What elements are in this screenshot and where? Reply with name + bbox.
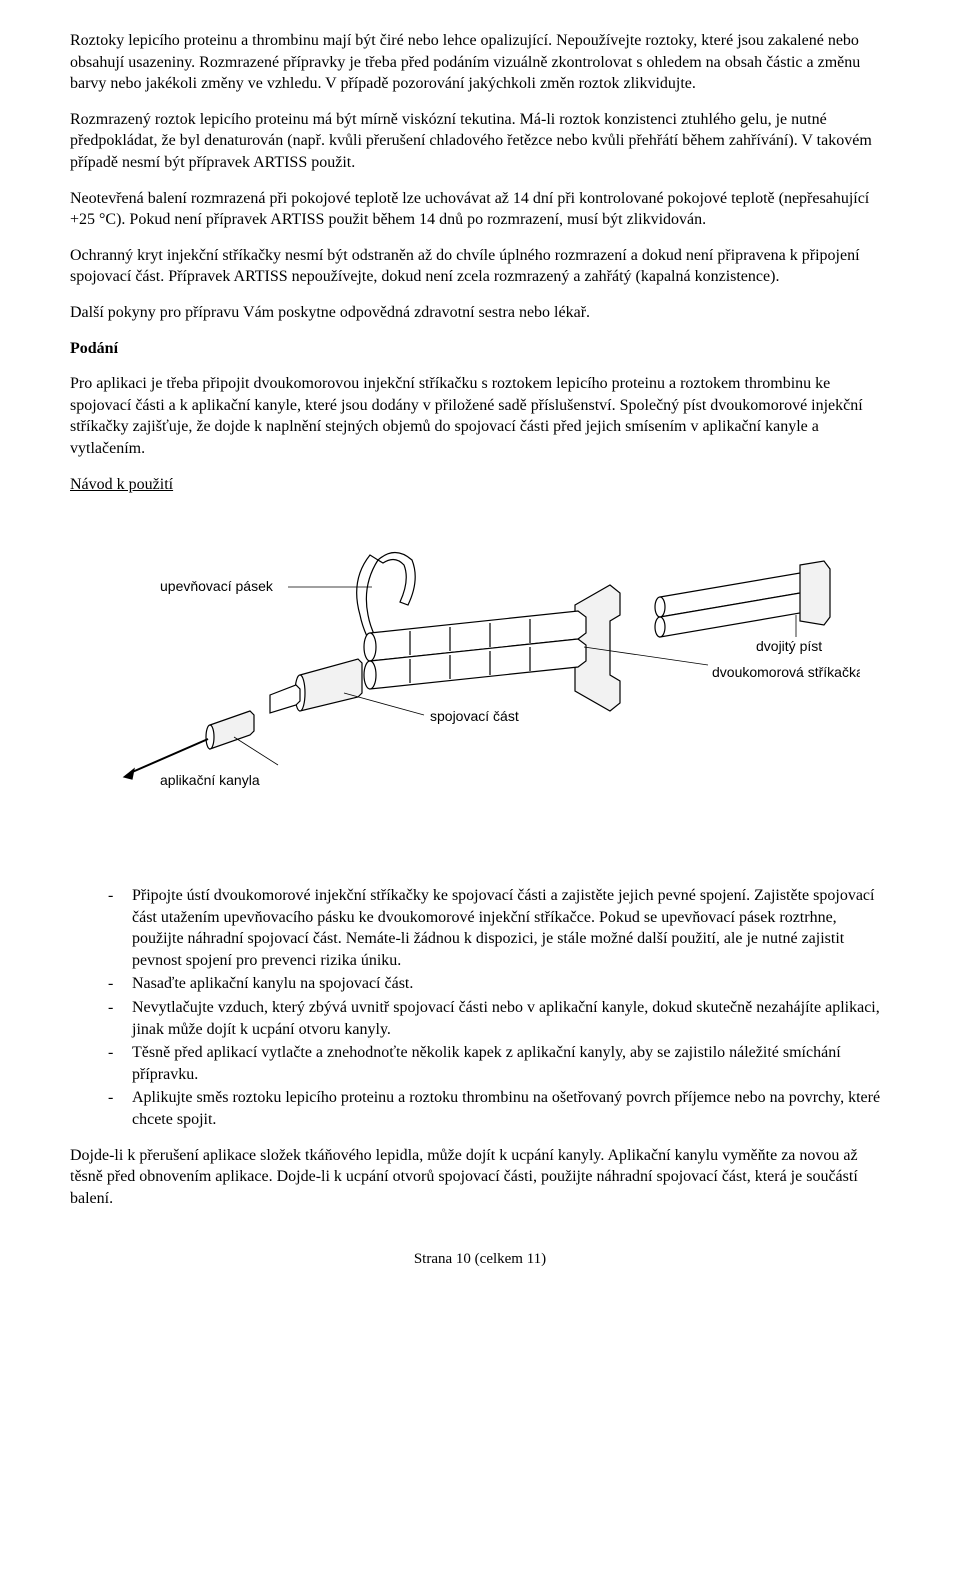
instructions-list: Připojte ústí dvoukomorové injekční stří…: [70, 885, 890, 1131]
syringe-diagram: upevňovací pásek dvojitý píst dvoukomoro…: [70, 525, 890, 845]
list-item: Nevytlačujte vzduch, který zbývá uvnitř …: [108, 997, 890, 1040]
list-item: Připojte ústí dvoukomorové injekční stří…: [108, 885, 890, 971]
paragraph-5: Další pokyny pro přípravu Vám poskytne o…: [70, 302, 890, 324]
paragraph-7: Dojde-li k přerušení aplikace složek tká…: [70, 1145, 890, 1210]
list-item: Nasaďte aplikační kanylu na spojovací čá…: [108, 973, 890, 995]
label-kanyla: aplikační kanyla: [160, 772, 260, 788]
paragraph-1: Roztoky lepicího proteinu a thrombinu ma…: [70, 30, 890, 95]
label-pasek: upevňovací pásek: [160, 578, 274, 594]
label-spojovaci: spojovací část: [430, 708, 519, 724]
heading-navod: Návod k použití: [70, 474, 890, 496]
label-pist: dvojitý píst: [756, 638, 822, 654]
paragraph-4: Ochranný kryt injekční stříkačky nesmí b…: [70, 245, 890, 288]
label-strikacka: dvoukomorová stříkačka: [712, 664, 860, 680]
paragraph-6: Pro aplikaci je třeba připojit dvoukomor…: [70, 373, 890, 459]
list-item: Těsně před aplikací vytlačte a znehodnoť…: [108, 1042, 890, 1085]
paragraph-3: Neotevřená balení rozmrazená při pokojov…: [70, 188, 890, 231]
page-footer: Strana 10 (celkem 11): [70, 1249, 890, 1269]
heading-podani: Podání: [70, 338, 890, 360]
list-item: Aplikujte směs roztoku lepicího proteinu…: [108, 1087, 890, 1130]
paragraph-2: Rozmrazený roztok lepicího proteinu má b…: [70, 109, 890, 174]
